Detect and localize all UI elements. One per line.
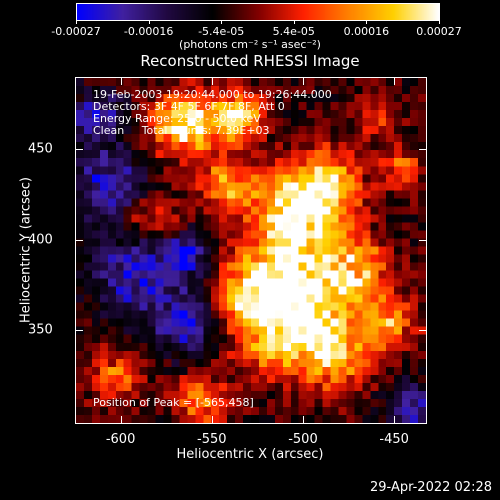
x-axis-label: Heliocentric X (arcsec) (176, 447, 324, 462)
x-tick-mark (394, 77, 396, 85)
colorbar-tick-label: -0.00016 (123, 25, 174, 38)
chart-title: Reconstructed RHESSI Image (140, 52, 360, 70)
colorbar-tick-mark (76, 20, 77, 24)
colorbar-units: (photons cm⁻² s⁻¹ asec⁻²) (179, 38, 321, 51)
colorbar (76, 3, 440, 21)
x-tick-mark (302, 77, 304, 85)
colorbar-tick-mark (148, 20, 150, 24)
x-tick-mark (394, 416, 396, 424)
colorbar-tick-label: 5.4e-05 (272, 25, 315, 38)
x-tick-mark (302, 416, 304, 424)
plot-area: 19-Feb-2003 19:20:44.000 to 19:26:44.000… (75, 77, 427, 424)
x-tick-mark (211, 416, 213, 424)
colorbar-tick-label: -0.00027 (51, 25, 101, 38)
timestamp-footer: 29-Apr-2022 02:28 (370, 480, 492, 495)
x-tick-label: -600 (105, 432, 136, 447)
y-tick-mark (419, 330, 427, 332)
colorbar-tick-mark (439, 20, 440, 24)
heatmap-image (76, 78, 426, 423)
y-tick-label: 450 (28, 141, 53, 157)
y-axis-label: Heliocentric Y (arcsec) (18, 177, 34, 323)
y-tick-mark (75, 149, 83, 151)
y-tick-mark (419, 149, 427, 151)
info-total-counts: Clean Total counts: 7.39E+03 (93, 124, 270, 137)
y-tick-mark (75, 330, 83, 332)
y-tick-label: 400 (28, 232, 53, 248)
colorbar-tick-mark (366, 20, 368, 24)
y-tick-mark (75, 239, 83, 241)
y-tick-mark (419, 239, 427, 241)
y-tick-label: 350 (28, 322, 53, 338)
colorbar-tick-label: 0.00027 (416, 25, 462, 38)
colorbar-tick-mark (221, 20, 223, 24)
x-tick-mark (211, 77, 213, 85)
info-detectors: Detectors: 3F 4F 5F 6F 7F 8F, Att 0 (93, 100, 285, 113)
colorbar-tick-mark (293, 20, 295, 24)
colorbar-tick-label: -5.4e-05 (198, 25, 245, 38)
colorbar-tick-label: 0.00016 (343, 25, 390, 38)
info-peak-position: Position of Peak = [-565,458] (93, 396, 254, 409)
x-tick-label: -450 (379, 432, 409, 447)
info-time-range: 19-Feb-2003 19:20:44.000 to 19:26:44.000 (93, 88, 332, 101)
x-tick-label: -550 (197, 432, 227, 447)
x-tick-mark (120, 416, 122, 424)
x-tick-label: -500 (288, 432, 318, 447)
x-tick-mark (120, 77, 122, 85)
info-energy-range: Energy Range: 25.0 - 50.0 keV (93, 112, 261, 125)
